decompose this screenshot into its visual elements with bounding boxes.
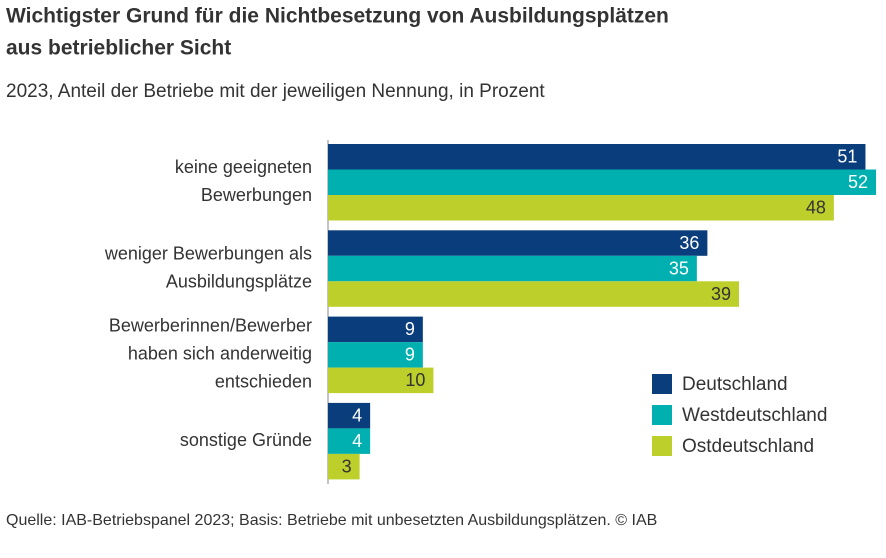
bar (328, 428, 371, 454)
y-tick-label: Ausbildungsplätze (166, 271, 312, 291)
data-label: 35 (669, 258, 689, 278)
bar (328, 195, 834, 221)
data-label: 52 (848, 172, 868, 192)
data-label: 3 (342, 456, 352, 476)
data-label: 48 (806, 198, 826, 218)
y-tick-label: Bewerbungen (201, 185, 312, 205)
data-label: 4 (352, 431, 362, 451)
legend-label: Deutschland (682, 374, 788, 395)
bar (328, 402, 371, 429)
bar (328, 169, 876, 195)
bar (328, 281, 739, 307)
legend-swatch (652, 374, 672, 394)
y-tick-label: sonstige Gründe (180, 430, 312, 450)
bar (328, 342, 423, 368)
data-label: 51 (837, 147, 857, 167)
bar (328, 255, 697, 282)
data-label: 36 (679, 233, 699, 253)
y-tick-label: keine geeigneten (175, 157, 312, 177)
y-tick-label: entschieden (215, 372, 312, 392)
chart-subtitle: 2023, Anteil der Betriebe mit der jeweil… (6, 81, 545, 102)
legend-label: Westdeutschland (682, 405, 827, 426)
bar (328, 316, 423, 343)
chart-title: Wichtigster Grund für die Nichtbesetzung… (6, 5, 669, 28)
source-note: Quelle: IAB-Betriebspanel 2023; Basis: B… (6, 512, 657, 529)
bar (328, 367, 434, 394)
data-label: 4 (352, 405, 362, 425)
legend-label: Ostdeutschland (682, 436, 814, 457)
data-label: 39 (711, 284, 731, 304)
bar (328, 144, 866, 170)
legend-swatch (652, 405, 672, 425)
data-label: 9 (405, 319, 415, 339)
data-label: 10 (405, 370, 425, 390)
y-tick-label: haben sich anderweitig (128, 344, 312, 364)
y-tick-label: Bewerberinnen/Bewerber (109, 316, 312, 336)
bar (328, 230, 708, 256)
y-tick-label: weniger Bewerbungen als (104, 243, 312, 263)
legend-swatch (652, 436, 672, 456)
bar (328, 453, 360, 480)
data-label: 9 (405, 345, 415, 365)
chart-title: aus betrieblicher Sicht (6, 37, 231, 60)
